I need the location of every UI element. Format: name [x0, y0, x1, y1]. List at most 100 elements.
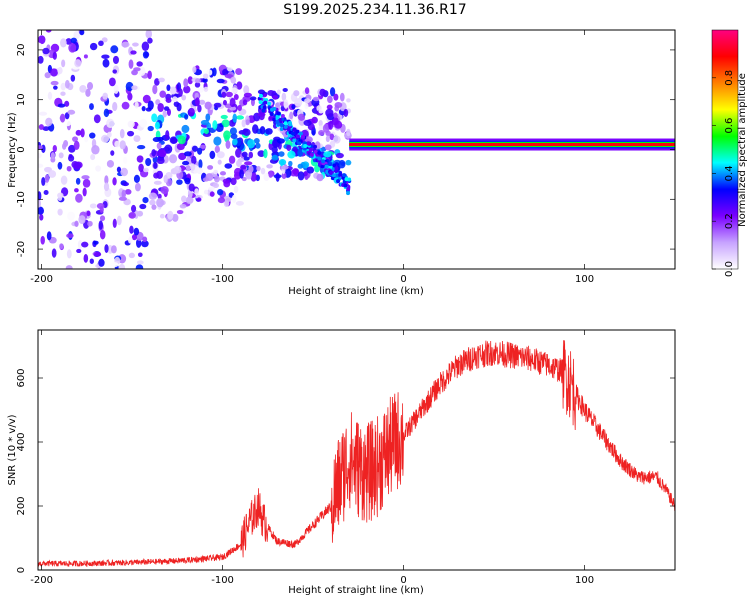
spectrogram-cell	[141, 240, 149, 248]
spectrogram-cell	[283, 124, 288, 129]
spectrogram-cell	[136, 144, 146, 150]
spectrogram-cell	[131, 204, 137, 213]
spectrogram-cell	[287, 150, 296, 159]
spectrogram-cell	[139, 118, 148, 128]
spectrogram-cell	[207, 165, 214, 170]
spectrogram-cell	[283, 99, 289, 109]
spectrogram-cell	[297, 148, 304, 157]
spectrogram-cell	[241, 119, 246, 128]
spectrogram-cell	[181, 94, 187, 101]
spectrogram-cell	[333, 93, 339, 101]
spectrogram-cell	[86, 210, 91, 217]
spectrogram-cell	[50, 68, 58, 77]
x-tick-label: 100	[575, 274, 594, 285]
spectrogram-cell	[231, 194, 237, 204]
spectrogram-cell	[263, 173, 270, 182]
spectrogram-cell	[106, 118, 115, 128]
spectrogram-cell	[286, 144, 292, 151]
spectrogram-cell	[231, 87, 238, 94]
spectrogram-cell	[133, 135, 141, 142]
spectrogram-cell	[335, 152, 344, 159]
spectrogram-cell	[158, 77, 165, 83]
spectrogram-cell	[206, 69, 213, 76]
spectrogram-cell	[121, 101, 130, 110]
snr-frame	[37, 329, 676, 571]
spectrogram-cell	[75, 129, 82, 136]
spectrogram-cell	[338, 172, 343, 177]
spectrogram-cell	[203, 128, 209, 135]
snr-x-axis-label: Height of straight line (km)	[288, 585, 424, 596]
spectrogram-cell	[328, 162, 333, 167]
spectrogram-cell	[66, 249, 72, 259]
spectrogram-cell	[283, 121, 288, 126]
x-tick-label: 100	[575, 575, 594, 586]
spectrogram-cell	[167, 210, 174, 220]
spectrogram-cell	[276, 138, 285, 144]
spectrogram-cell	[166, 84, 171, 92]
spectrogram-cell	[236, 159, 242, 168]
spectrogram-cell	[142, 236, 148, 243]
spectrogram-cell	[60, 175, 68, 185]
spectrogram-cell	[197, 104, 202, 113]
spectrogram-cell	[268, 116, 273, 121]
spectrogram-cell	[143, 167, 149, 173]
spectrogram-cell	[334, 166, 339, 171]
spectrogram-cell	[128, 212, 136, 219]
colorbar-ticks: 0.0 0.2 0.4 0.6 0.8	[712, 70, 735, 277]
spectrogram-cell	[303, 119, 312, 126]
spectrogram-cell	[190, 163, 196, 171]
spectrogram-cell	[94, 251, 102, 257]
spectrogram-cell	[116, 166, 122, 173]
spectrogram-cell	[41, 144, 46, 153]
spectrogram-cell	[104, 244, 109, 253]
y-tick-label: 600	[16, 368, 27, 387]
spectrogram-cell	[230, 133, 238, 140]
spectrogram-cell	[195, 97, 200, 107]
spectrogram-cell	[290, 131, 295, 136]
spectrogram-cell	[73, 140, 80, 151]
spectrogram-cell	[104, 175, 109, 185]
spectrogram-cell	[152, 136, 161, 143]
spectrogram-cell	[181, 195, 187, 203]
spectrogram-cell	[46, 231, 52, 241]
spectrogram-cell	[312, 96, 320, 102]
spectrogram-cell	[90, 154, 96, 161]
spectrogram-cell	[134, 182, 141, 192]
spectrogram-cell	[216, 151, 225, 159]
spectrogram-cell	[76, 248, 82, 254]
spectrogram-cell	[128, 252, 135, 259]
spectrogram-cell	[145, 157, 152, 167]
colorbar-tick-label: 0.2	[724, 213, 735, 229]
spectrogram-cell	[303, 143, 308, 148]
spectrogram-cell	[60, 38, 67, 48]
spectrogram-cell	[293, 90, 300, 97]
spectrogram-cell	[153, 172, 160, 179]
spectrogram-cell	[72, 136, 79, 142]
spectrogram-cell	[110, 245, 117, 254]
spectrogram-cell	[125, 81, 134, 92]
spectrogram-cell	[304, 102, 309, 110]
spectrogram-cell	[127, 130, 135, 137]
spectrogram-cell	[91, 144, 100, 155]
spectrogram-cell	[184, 177, 191, 185]
spectrogram-cell	[198, 99, 206, 105]
spectrogram-cell	[213, 102, 222, 108]
spectrogram-cell	[57, 66, 63, 75]
spectrogram-cell	[93, 240, 99, 245]
spectrogram-cell	[267, 101, 272, 106]
spectrogram-cell	[61, 59, 66, 68]
spectrogram-cell	[119, 128, 125, 139]
spectrogram-cell	[124, 189, 132, 195]
spectrogram-cell	[38, 124, 44, 130]
spectrogram-cell	[208, 186, 215, 191]
spectrogram-cell	[142, 51, 149, 59]
spectrogram-cell	[279, 126, 284, 131]
spectrogram-cell	[271, 146, 278, 153]
spectrogram-cell	[151, 113, 158, 123]
spectrogram-cell	[160, 186, 169, 195]
spectrogram-cell	[118, 263, 126, 269]
spectrogram-cell	[242, 128, 251, 136]
spectrogram-cell	[338, 159, 346, 169]
spectrogram-cell	[213, 136, 222, 146]
